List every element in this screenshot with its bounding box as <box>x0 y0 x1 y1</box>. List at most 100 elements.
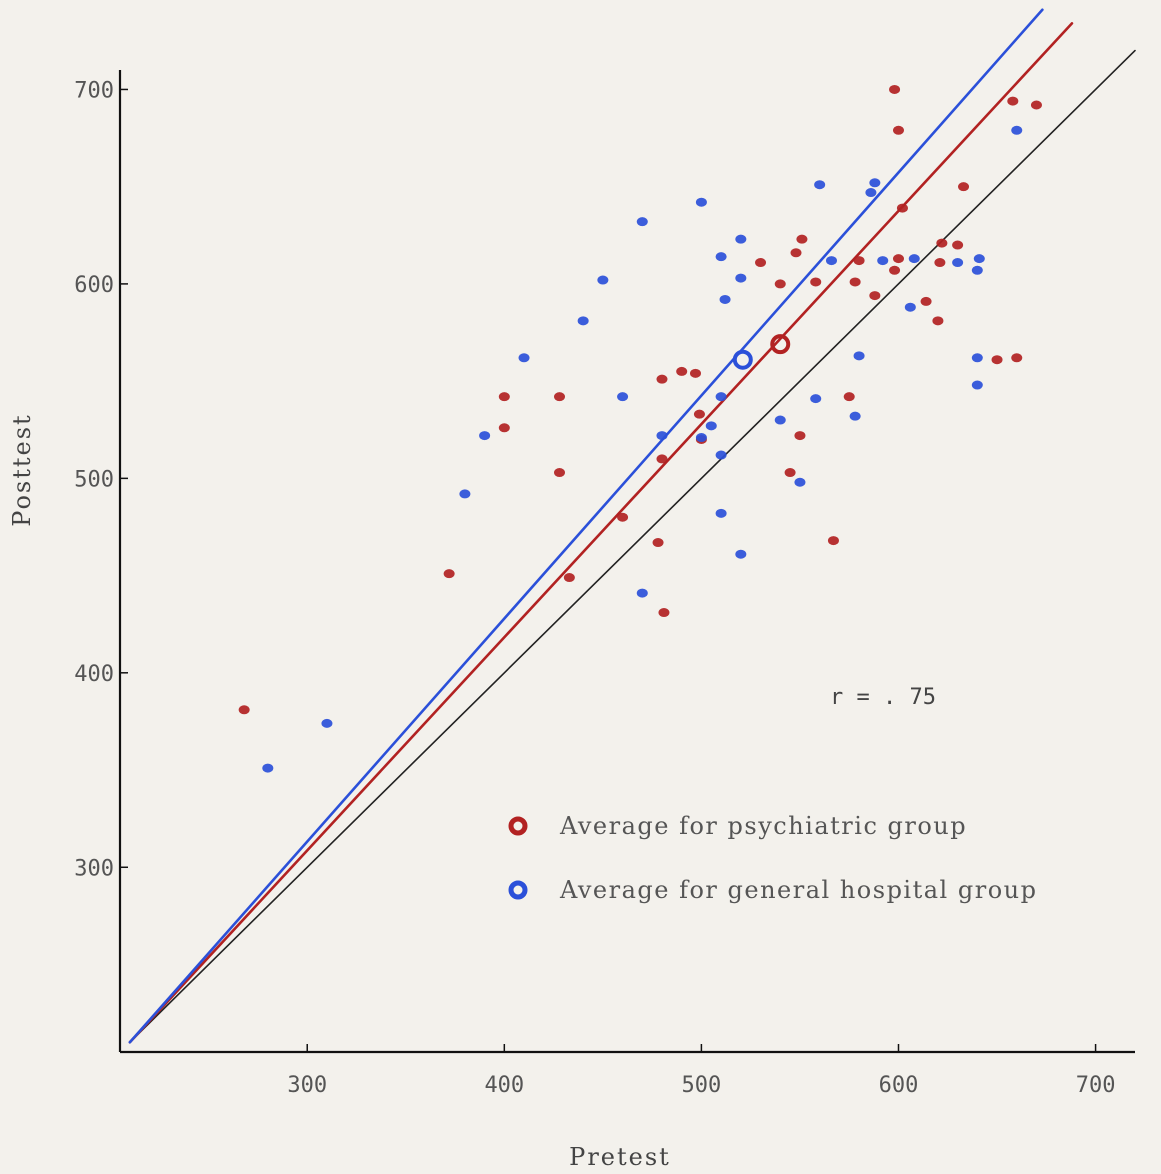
general-point <box>849 411 861 421</box>
general-point <box>695 197 707 207</box>
psychiatric-point <box>238 705 250 715</box>
general-point <box>656 431 668 441</box>
general-point <box>853 351 865 361</box>
legend-item-psychiatric: Average for psychiatric group <box>508 812 967 840</box>
psychiatric-point <box>689 368 701 378</box>
general-point <box>865 188 877 198</box>
regression-lines <box>128 8 1136 1044</box>
psychiatric-point <box>617 512 629 522</box>
x-ticks: 300 400 500 600 700 <box>287 1044 1115 1098</box>
psychiatric-point <box>934 258 946 268</box>
psychiatric-point <box>676 366 688 376</box>
general-point <box>825 256 837 266</box>
y-tick-label: 600 <box>74 273 114 298</box>
y-tick-label: 400 <box>74 662 114 687</box>
psychiatric-point <box>892 254 904 264</box>
general-point <box>810 394 822 404</box>
general-point <box>973 254 985 264</box>
general-point <box>735 234 747 244</box>
psychiatric-point <box>498 423 510 433</box>
general-point <box>869 178 881 188</box>
psychiatric-point <box>1007 96 1019 106</box>
y-tick-label: 300 <box>74 856 114 881</box>
psychiatric-point <box>1030 100 1042 110</box>
general-point <box>908 254 920 264</box>
y-tick-label: 700 <box>74 78 114 103</box>
general-point <box>774 415 786 425</box>
general-point <box>262 763 274 773</box>
psychiatric-point <box>794 431 806 441</box>
general-point <box>877 256 889 266</box>
general-point <box>715 450 727 460</box>
psychiatric-average-marker <box>770 334 791 355</box>
correlation-annotation: r = . 75 <box>830 685 936 710</box>
psychiatric-point <box>853 256 865 266</box>
psychiatric-point <box>554 392 566 402</box>
psychiatric-point <box>784 468 796 478</box>
psychiatric-point <box>932 316 944 326</box>
general-point <box>321 718 333 728</box>
x-tick-label: 600 <box>879 1073 919 1098</box>
general-point <box>952 258 964 268</box>
general-point <box>459 489 471 499</box>
general-point <box>518 353 530 363</box>
psychiatric-point <box>652 538 664 548</box>
psychiatric-point <box>869 291 881 301</box>
psychiatric-point <box>991 355 1003 365</box>
psychiatric-point <box>892 125 904 135</box>
psychiatric-point <box>827 536 839 546</box>
psychiatric-point <box>810 277 822 287</box>
psychiatric-line <box>128 22 1074 1044</box>
general-point <box>715 392 727 402</box>
general-point <box>971 353 983 363</box>
general-point <box>636 217 648 227</box>
general-point <box>617 392 629 402</box>
data-points <box>238 84 1042 773</box>
psychiatric-point <box>656 374 668 384</box>
general-line <box>128 8 1044 1044</box>
general-point <box>735 549 747 559</box>
psychiatric-point <box>958 182 970 192</box>
general-point <box>1011 125 1023 135</box>
general-point <box>705 421 717 431</box>
x-tick-label: 300 <box>287 1073 327 1098</box>
psychiatric-point <box>1011 353 1023 363</box>
general-point <box>695 433 707 443</box>
general-point <box>715 252 727 262</box>
psychiatric-point <box>563 573 575 583</box>
general-average-marker <box>732 349 753 370</box>
average-markers <box>732 334 791 370</box>
general-point <box>814 180 826 190</box>
legend: Average for psychiatric group Average fo… <box>508 812 1037 904</box>
general-point <box>715 508 727 518</box>
legend-label-psychiatric: Average for psychiatric group <box>559 812 967 840</box>
general-point <box>904 302 916 312</box>
psychiatric-point <box>889 84 901 94</box>
general-point <box>971 380 983 390</box>
legend-marker-general <box>508 880 528 900</box>
general-point <box>577 316 589 326</box>
psychiatric-point <box>936 238 948 248</box>
legend-marker-psychiatric <box>508 816 528 836</box>
y-ticks: 300 400 500 600 700 <box>74 78 128 881</box>
psychiatric-point <box>952 240 964 250</box>
x-tick-label: 700 <box>1076 1073 1116 1098</box>
psychiatric-point <box>843 392 855 402</box>
y-axis-title: Posttest <box>8 413 36 526</box>
psychiatric-point <box>889 265 901 275</box>
psychiatric-point <box>658 608 670 618</box>
x-axis-title: Pretest <box>569 1143 671 1171</box>
psychiatric-point <box>796 234 808 244</box>
psychiatric-point <box>443 569 455 579</box>
psychiatric-point <box>693 409 705 419</box>
psychiatric-point <box>656 454 668 464</box>
general-point <box>597 275 609 285</box>
general-point <box>794 477 806 487</box>
y-tick-label: 500 <box>74 467 114 492</box>
axes: 300 400 500 600 700 300 400 500 600 700 <box>74 70 1135 1098</box>
psychiatric-point <box>849 277 861 287</box>
psychiatric-point <box>896 203 908 213</box>
legend-label-general: Average for general hospital group <box>559 876 1037 904</box>
psychiatric-point <box>920 296 932 306</box>
